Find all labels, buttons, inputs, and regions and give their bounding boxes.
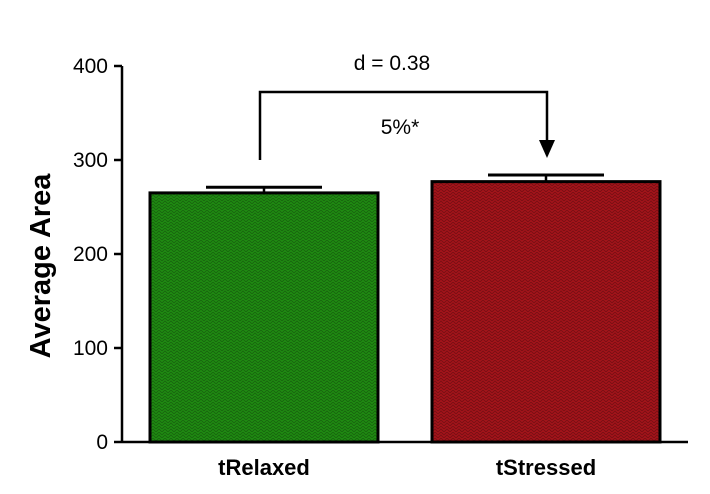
category-label: tStressed <box>496 455 596 480</box>
comparison-bracket <box>258 90 549 160</box>
comparison-arrowhead <box>539 140 555 158</box>
y-tick-label: 300 <box>73 149 108 172</box>
effect-size-label: d = 0.38 <box>354 52 430 75</box>
category-labels: tRelaxed tStressed <box>218 455 596 480</box>
bar-texture <box>150 192 378 442</box>
y-tick-label: 400 <box>73 55 108 78</box>
y-tick-label: 100 <box>73 337 108 360</box>
bar-texture <box>432 181 660 442</box>
y-ticks: 0 100 200 300 400 <box>73 55 122 454</box>
y-tick-label: 0 <box>96 431 108 454</box>
y-axis-title: Average Area <box>25 173 57 359</box>
percent-change-label: 5%* <box>381 116 420 139</box>
y-tick-label: 200 <box>73 243 108 266</box>
category-label: tRelaxed <box>218 455 310 480</box>
bars <box>148 173 662 444</box>
